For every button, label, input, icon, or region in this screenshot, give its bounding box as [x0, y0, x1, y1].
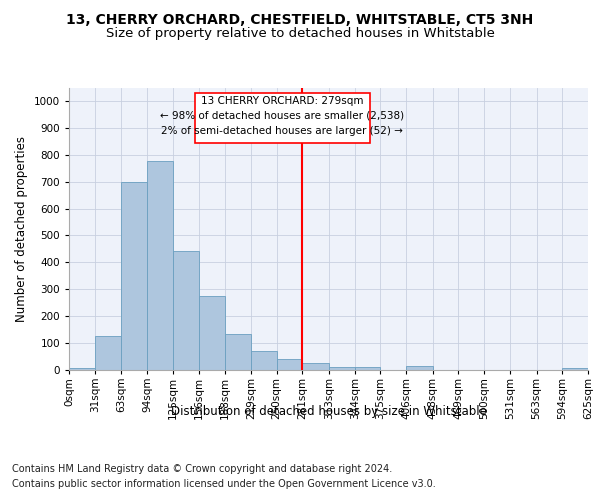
Text: 13, CHERRY ORCHARD, CHESTFIELD, WHITSTABLE, CT5 3NH: 13, CHERRY ORCHARD, CHESTFIELD, WHITSTAB…: [67, 12, 533, 26]
Bar: [69, 368, 95, 370]
Bar: [147, 162, 173, 370]
Bar: [121, 182, 147, 370]
Bar: [406, 366, 433, 370]
Bar: [329, 366, 355, 370]
Text: Size of property relative to detached houses in Whitstable: Size of property relative to detached ho…: [106, 28, 494, 40]
Bar: [302, 364, 329, 370]
Bar: [225, 334, 251, 370]
Bar: [199, 296, 225, 370]
Text: 2% of semi-detached houses are larger (52) →: 2% of semi-detached houses are larger (5…: [161, 126, 403, 136]
Bar: [95, 336, 121, 370]
Bar: [251, 351, 277, 370]
Text: Contains HM Land Registry data © Crown copyright and database right 2024.: Contains HM Land Registry data © Crown c…: [12, 464, 392, 474]
Text: ← 98% of detached houses are smaller (2,538): ← 98% of detached houses are smaller (2,…: [160, 111, 404, 121]
Bar: [355, 368, 380, 370]
Text: Contains public sector information licensed under the Open Government Licence v3: Contains public sector information licen…: [12, 479, 436, 489]
Text: Distribution of detached houses by size in Whitstable: Distribution of detached houses by size …: [171, 405, 487, 418]
Bar: [173, 251, 199, 370]
FancyBboxPatch shape: [195, 93, 370, 142]
Bar: [562, 368, 588, 370]
Bar: [277, 359, 302, 370]
Y-axis label: Number of detached properties: Number of detached properties: [15, 136, 28, 322]
Text: 13 CHERRY ORCHARD: 279sqm: 13 CHERRY ORCHARD: 279sqm: [201, 96, 364, 106]
